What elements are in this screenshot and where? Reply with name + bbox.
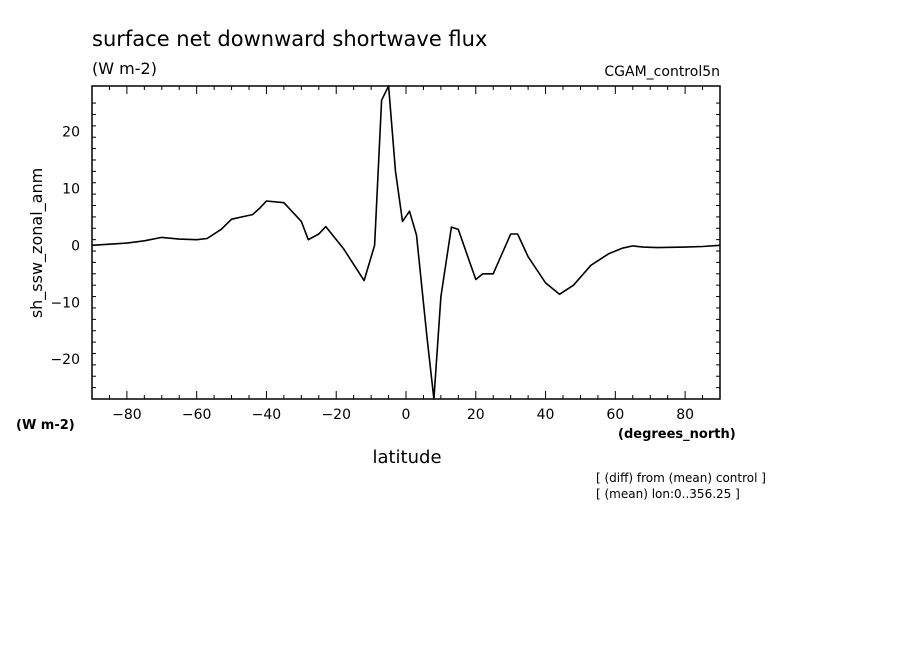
y-tick-label: −20 [50,352,80,368]
source-label: CGAM_control5n [604,64,720,80]
series-line [91,85,721,400]
series-group [91,85,721,400]
x-tick-label: 60 [606,407,624,423]
x-tick-label: −60 [182,407,212,423]
x-axis: −80 −60 −40 −20 0 20 40 60 80 [91,86,721,423]
x-tick-label: 20 [467,407,485,423]
title-units: (W m-2) [92,59,157,78]
y-axis-label: sh_ssw_zonal_anm [27,168,47,318]
x-tick-label: 40 [537,407,555,423]
x-tick-label: 80 [676,407,694,423]
x-tick-label: −40 [252,407,282,423]
y-tick-label: 10 [62,181,80,197]
y-tick-label: 0 [71,238,80,254]
y-tick-label: −10 [50,295,80,311]
x-tick-label: −20 [321,407,351,423]
y-tick-label: 20 [62,125,80,141]
y-axis-units: (W m-2) [16,418,75,433]
note-diff: [ (diff) from (mean) control ] [596,471,766,485]
plot-frame [91,85,721,400]
chart-title: surface net downward shortwave flux [92,27,487,51]
x-tick-label: 0 [402,407,411,423]
x-axis-label: latitude [372,447,441,468]
note-mean: [ (mean) lon:0..356.25 ] [596,487,740,501]
x-axis-units: (degrees_north) [618,427,736,442]
x-tick-label: −80 [112,407,142,423]
y-axis: −20 −10 0 10 20 [50,102,720,389]
